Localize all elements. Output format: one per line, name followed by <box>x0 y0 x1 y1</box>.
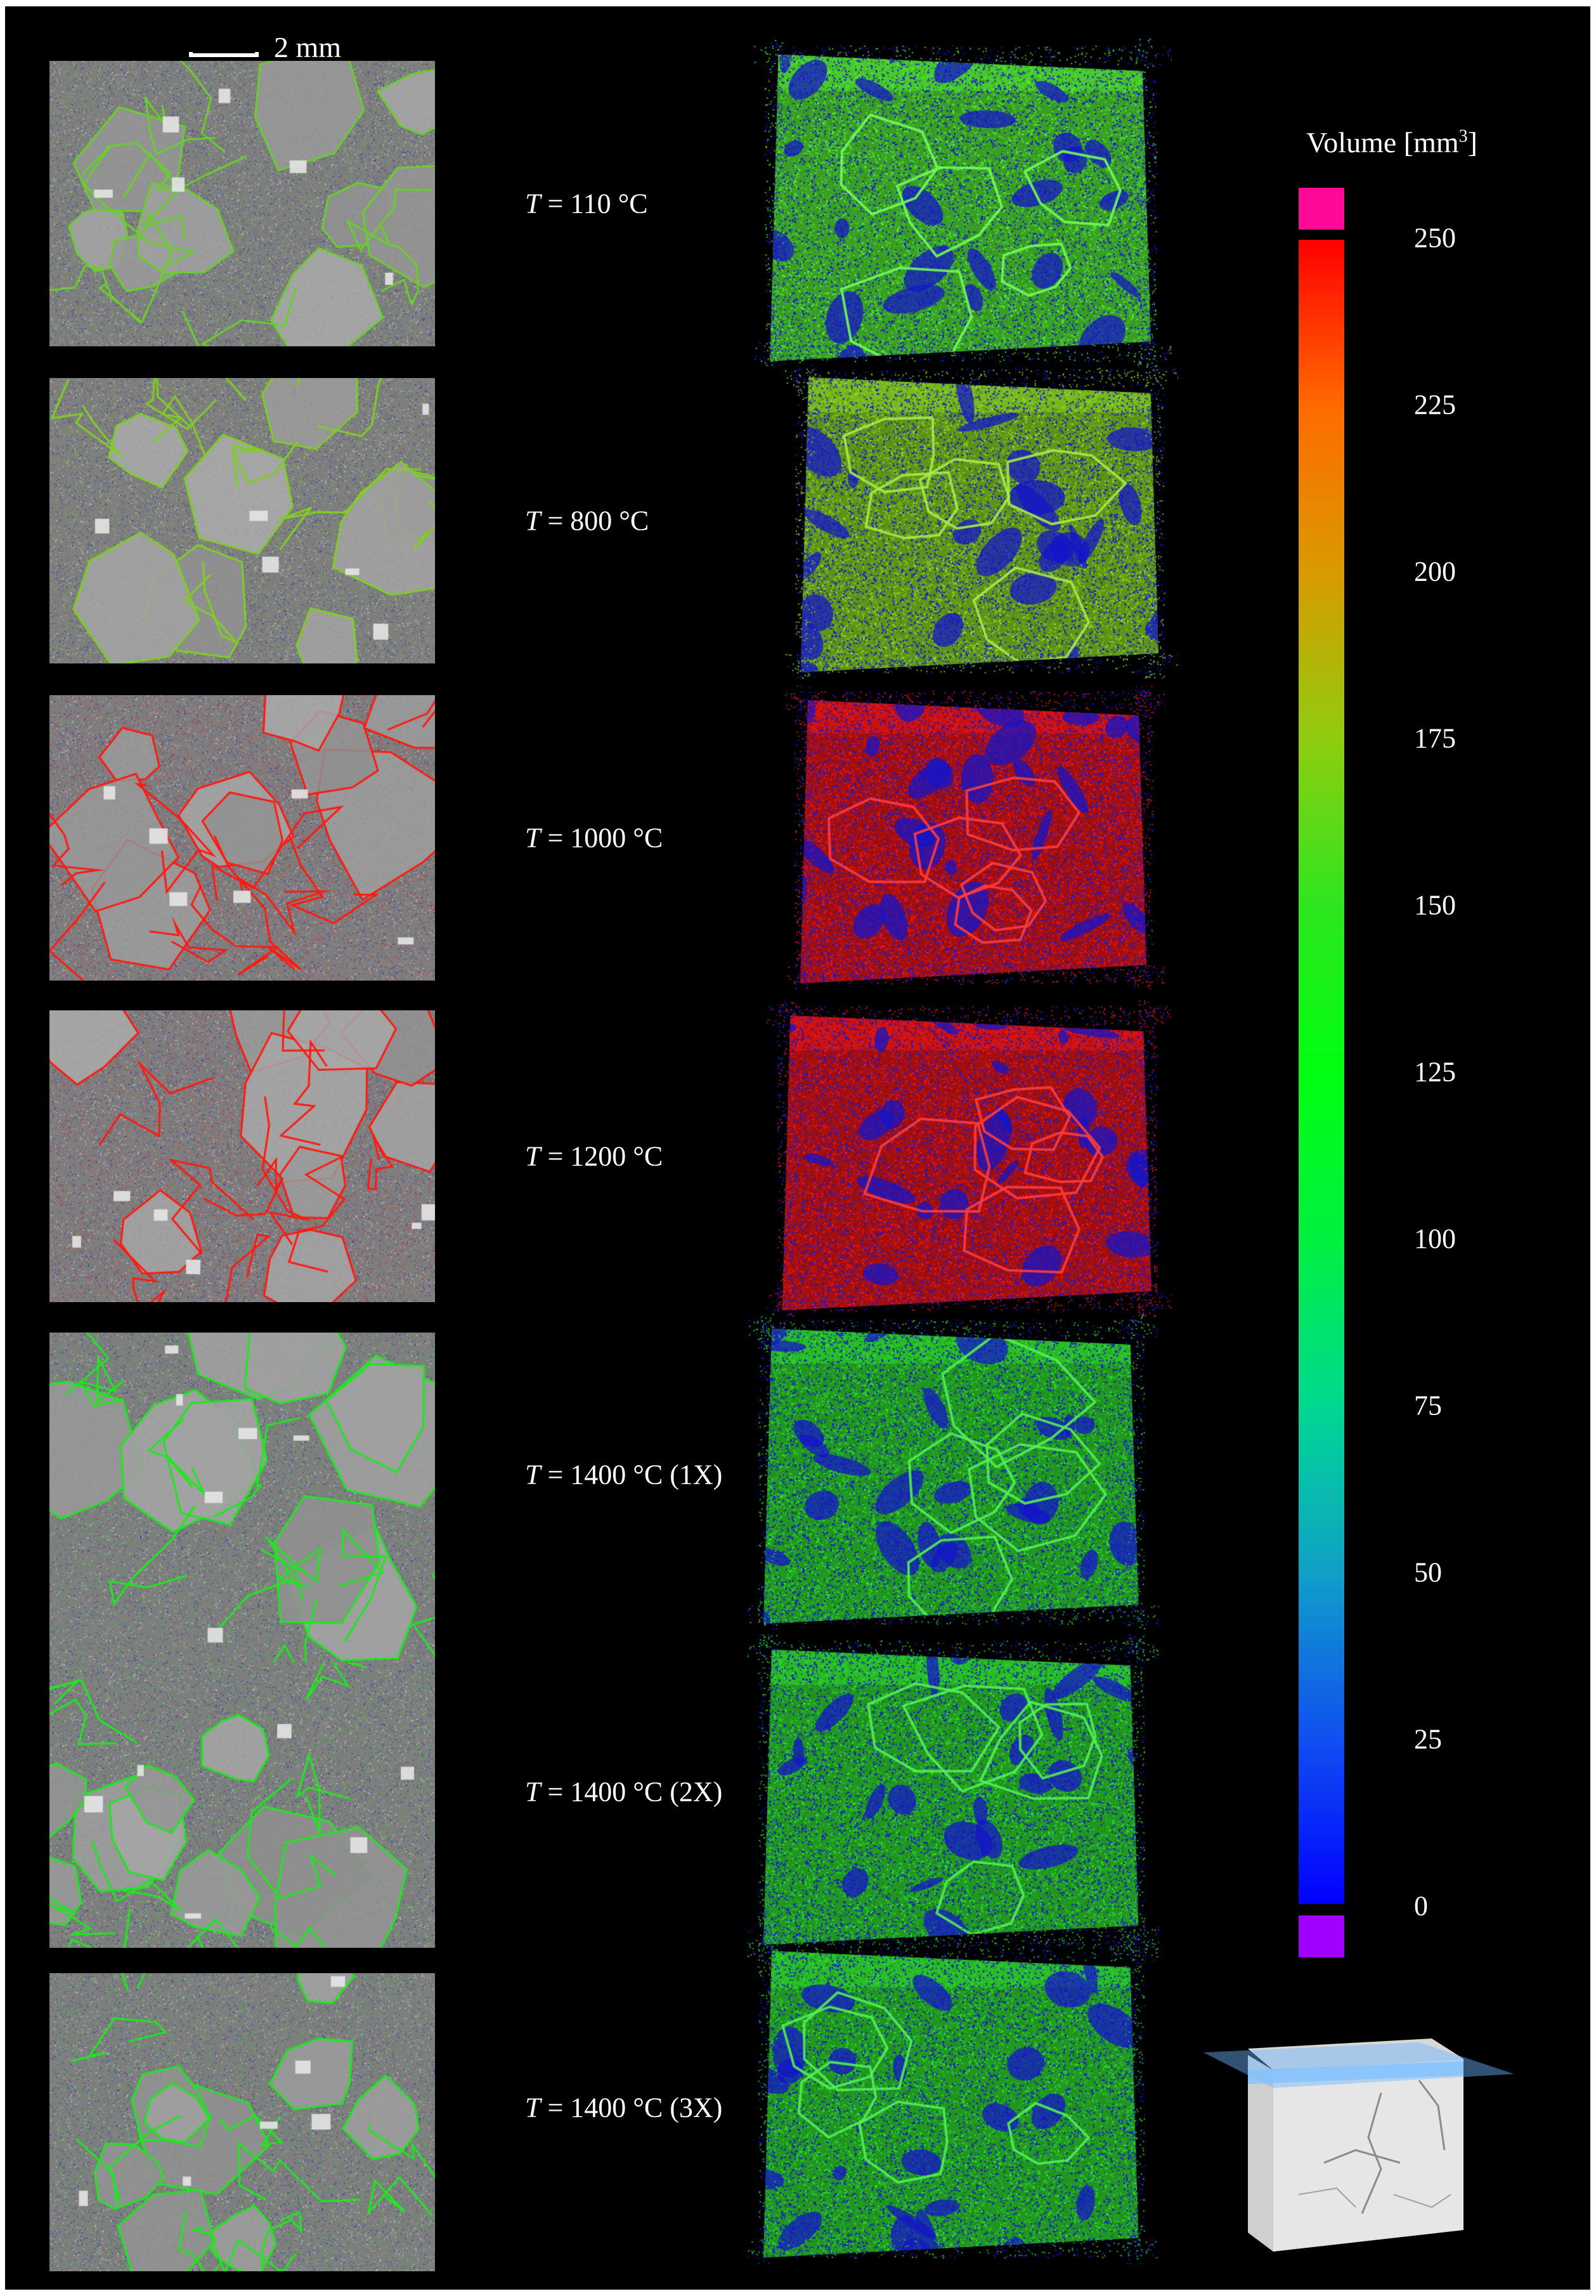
ct-slice-row-1 <box>49 61 435 346</box>
temperature-label-row-2: T = 800 °C <box>525 505 649 537</box>
volume-render-row-2 <box>785 362 1178 679</box>
ct-slice-row-6 <box>49 1662 435 1948</box>
colorbar-tick-label: 250 <box>1414 222 1456 254</box>
colorbar-tick-label: 50 <box>1414 1556 1442 1588</box>
cube-front-face <box>1248 2055 1273 2252</box>
volume-render-row-6 <box>747 1634 1159 1951</box>
temperature-label-row-3: T = 1000 °C <box>525 822 663 854</box>
ct-slice-row-5 <box>49 1333 435 1662</box>
colorbar-tick-label: 0 <box>1414 1890 1428 1922</box>
colorbar-tick-label: 225 <box>1414 389 1456 421</box>
cube-top-face <box>1248 2038 1463 2070</box>
colorbar-tick-label: 150 <box>1414 889 1456 921</box>
temperature-label-row-5: T = 1400 °C (1X) <box>525 1459 723 1490</box>
ct-slice-row-4 <box>49 1010 435 1302</box>
volume-render-row-4 <box>766 1000 1172 1317</box>
cube-crack <box>1323 2080 1446 2214</box>
ct-slice-row-7 <box>49 1973 435 2271</box>
ct-slice-row-2 <box>49 378 435 663</box>
temperature-label-row-4: T = 1200 °C <box>525 1140 663 1172</box>
ct-slice-row-3 <box>49 695 435 981</box>
cube-side-face <box>1273 2059 1463 2252</box>
volume-render-row-5 <box>747 1313 1159 1630</box>
colorbar-overflow-cap <box>1299 188 1344 230</box>
colorbar-tick-label: 175 <box>1414 722 1456 754</box>
colorbar-tick-label: 200 <box>1414 556 1456 587</box>
cube-slice-plane-inset <box>1203 2038 1514 2252</box>
colorbar-tick-label: 100 <box>1414 1223 1456 1255</box>
colorbar-title: Volume [mm3] <box>1306 126 1477 159</box>
colorbar-tick-label: 25 <box>1414 1723 1442 1755</box>
temperature-label-row-7: T = 1400 °C (3X) <box>525 2092 723 2123</box>
colorbar-tick-label: 75 <box>1414 1390 1442 1421</box>
colorbar-underflow-cap <box>1299 1915 1344 1957</box>
colorbar-gradient <box>1299 240 1344 1904</box>
temperature-label-row-1: T = 110 °C <box>525 188 648 219</box>
temperature-label-row-6: T = 1400 °C (2X) <box>525 1776 723 1808</box>
figure-frame: 2 mm T = 110 °C T = 800 °C T = 1000 °C T… <box>5 6 1590 2290</box>
colorbar-tick-label: 125 <box>1414 1056 1456 1088</box>
scale-bar-label: 2 mm <box>274 31 342 63</box>
cube-crack <box>1298 2187 1451 2208</box>
cutting-plane-band <box>1248 2061 1463 2084</box>
volume-render-row-7 <box>747 1934 1159 2264</box>
volume-render-row-3 <box>785 685 1165 989</box>
volume-render-row-1 <box>753 38 1172 368</box>
scale-bar-line <box>189 52 259 57</box>
